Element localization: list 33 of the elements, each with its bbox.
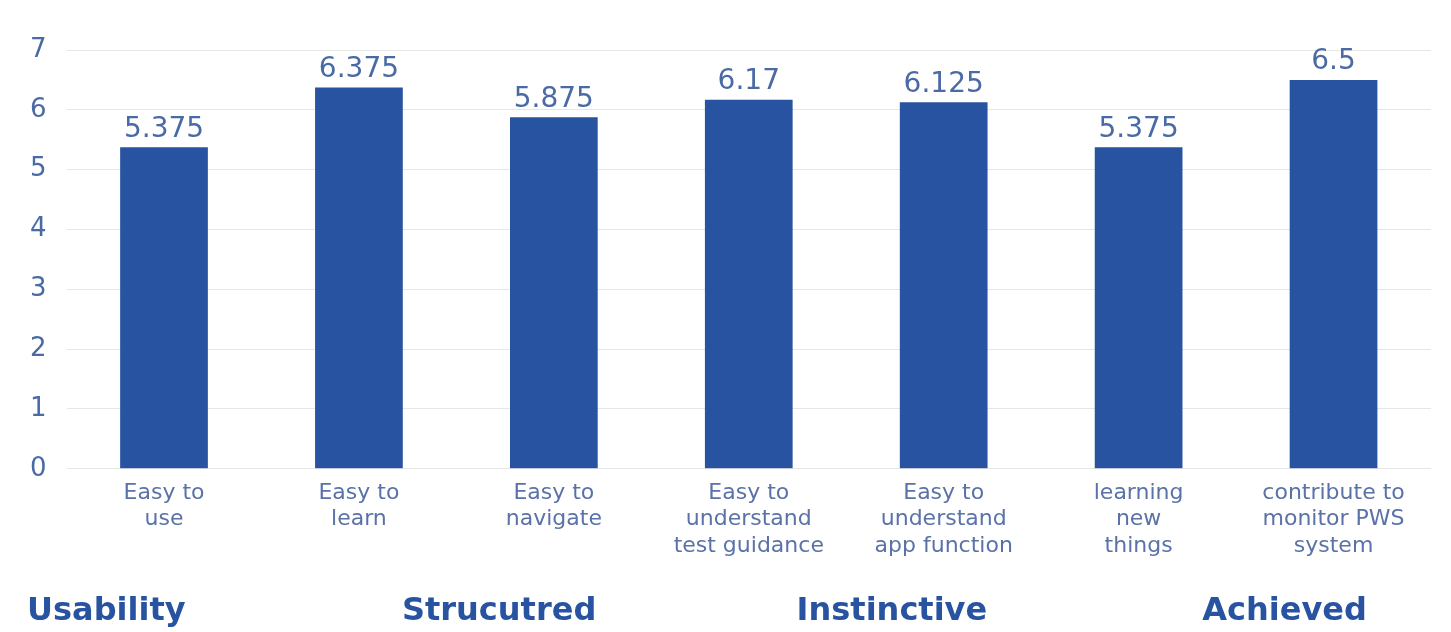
y-tick-label: 7 [30,32,47,63]
y-tick-label: 3 [30,272,47,303]
x-tick-label: learning new things [1093,478,1184,557]
data-label: 5.875 [513,80,594,114]
data-label: 6.5 [1311,43,1356,77]
x-tick-label: Easy to use [123,478,205,531]
bar [120,147,208,469]
y-tick-label: 6 [30,92,47,123]
x-tick-label: Easy to understand test guidance [673,478,824,557]
data-label: 6.375 [318,50,400,84]
bar [1289,79,1378,469]
y-tick-label: 0 [30,451,47,482]
text: Achieved [1202,590,1367,629]
data-label: 5.375 [1098,110,1179,144]
bar [704,99,793,469]
text: Strucutred [401,590,597,629]
x-tick-label: Easy to understand app function [874,478,1013,557]
x-tick-label: Easy to navigate [505,478,602,531]
data-label: 5.375 [123,110,205,144]
data-label: 6.17 [717,62,780,96]
data-label: 6.125 [903,65,984,99]
x-tick-label: contribute to monitor PWS system [1262,478,1405,557]
bar [509,117,598,469]
text: Usability [27,590,186,629]
x-tick-label: Easy to learn [318,478,400,531]
y-tick-label: 1 [30,391,47,422]
y-tick-label: 4 [30,212,47,243]
text: Instinctive [796,590,988,629]
bar [1094,147,1183,469]
y-tick-label: 5 [30,152,47,183]
y-tick-label: 2 [30,331,47,362]
bar [315,87,403,469]
bar [899,102,988,469]
